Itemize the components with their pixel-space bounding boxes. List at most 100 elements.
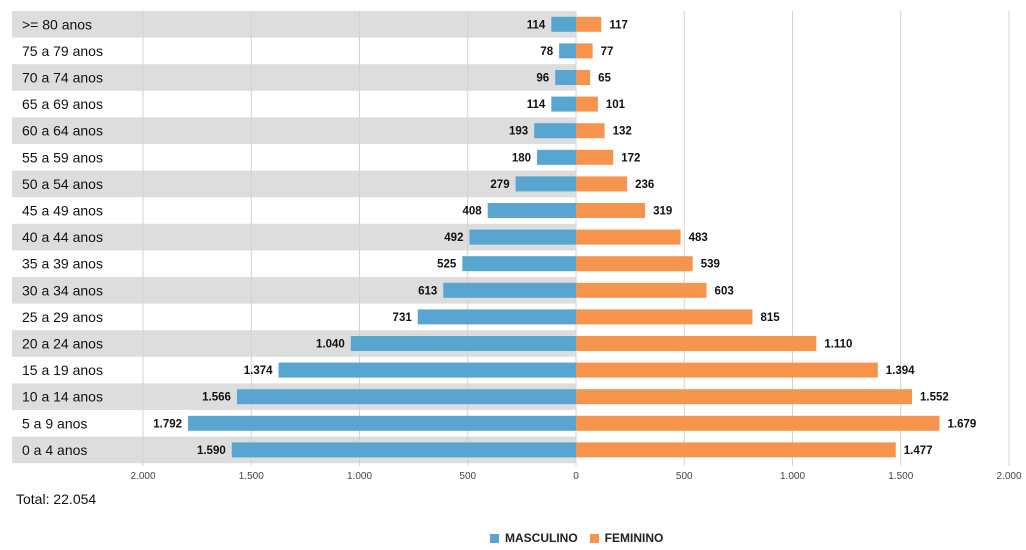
- x-tick-label: 2.000: [996, 471, 1021, 482]
- x-tick-label: 2.000: [130, 471, 155, 482]
- bar-feminino: [576, 362, 878, 378]
- data-label-feminino: 1.552: [920, 392, 949, 404]
- category-label: 50 a 54 anos: [22, 176, 103, 192]
- category-label: 60 a 64 anos: [22, 123, 103, 139]
- legend-label-feminino: FEMININO: [604, 531, 664, 545]
- data-label-masculino: 114: [527, 99, 546, 111]
- category-label: 20 a 24 anos: [22, 336, 103, 352]
- data-label-feminino: 815: [760, 312, 780, 324]
- category-label: 30 a 34 anos: [22, 282, 103, 298]
- data-label-masculino: 193: [509, 126, 528, 138]
- category-label: 45 a 49 anos: [22, 203, 103, 219]
- x-tick-label: 500: [459, 471, 476, 482]
- data-label-feminino: 539: [701, 259, 720, 271]
- bar-masculino: [350, 336, 576, 351]
- bar-masculino: [278, 362, 576, 378]
- x-tick-label: 0: [573, 471, 579, 482]
- bar-masculino: [537, 149, 576, 165]
- data-label-masculino: 1.374: [244, 365, 273, 377]
- bar-masculino: [236, 389, 576, 405]
- bar-feminino: [576, 336, 817, 351]
- bar-masculino: [417, 309, 576, 325]
- data-label-feminino: 483: [689, 232, 708, 244]
- legend: MASCULINO FEMININO: [490, 531, 675, 545]
- x-tick-label: 1.500: [239, 471, 264, 482]
- data-label-feminino: 1.110: [824, 339, 852, 351]
- row-band: [12, 11, 576, 38]
- legend-label-masculino: MASCULINO: [505, 531, 578, 545]
- data-label-feminino: 172: [621, 152, 640, 164]
- bar-feminino: [576, 96, 598, 112]
- bar-feminino: [576, 176, 628, 192]
- data-label-feminino: 1.679: [948, 418, 977, 430]
- data-label-masculino: 1.590: [197, 445, 226, 457]
- data-label-masculino: 96: [536, 73, 549, 85]
- bar-feminino: [576, 229, 681, 245]
- legend-item-masculino: MASCULINO: [490, 531, 578, 545]
- legend-swatch-masculino: [490, 533, 499, 543]
- bar-masculino: [551, 16, 576, 32]
- category-label: 15 a 19 anos: [22, 362, 103, 378]
- x-tick-label: 1.000: [347, 471, 372, 482]
- data-label-feminino: 65: [598, 73, 611, 85]
- data-label-masculino: 1.792: [153, 418, 182, 430]
- bar-feminino: [576, 16, 602, 32]
- x-tick-label: 1.000: [780, 471, 805, 482]
- bar-masculino: [551, 96, 576, 112]
- category-label: 55 a 59 anos: [22, 149, 103, 165]
- bar-feminino: [576, 282, 707, 298]
- data-label-feminino: 1.477: [904, 445, 933, 457]
- bar-feminino: [576, 442, 896, 458]
- category-label: 0 a 4 anos: [22, 442, 87, 458]
- data-label-masculino: 408: [462, 206, 482, 218]
- data-label-feminino: 236: [635, 179, 654, 191]
- bar-feminino: [576, 203, 646, 218]
- bar-masculino: [188, 415, 577, 431]
- data-label-masculino: 114: [527, 19, 546, 31]
- data-label-feminino: 101: [606, 99, 626, 111]
- data-label-feminino: 77: [601, 46, 614, 58]
- category-label: 40 a 44 anos: [22, 229, 103, 245]
- legend-swatch-feminino: [589, 533, 599, 543]
- bar-masculino: [534, 123, 576, 139]
- total-label: Total: 22.054: [16, 491, 97, 507]
- data-label-feminino: 117: [609, 19, 628, 31]
- data-label-masculino: 731: [393, 312, 413, 324]
- category-label: 70 a 74 anos: [22, 70, 103, 86]
- data-label-feminino: 132: [613, 126, 632, 138]
- x-tick-label: 500: [676, 471, 693, 482]
- bar-feminino: [576, 389, 913, 405]
- data-label-masculino: 279: [490, 179, 509, 191]
- data-label-masculino: 492: [444, 232, 463, 244]
- category-label: >= 80 anos: [22, 16, 92, 32]
- category-label: 35 a 39 anos: [22, 256, 103, 272]
- row-band: [12, 64, 576, 91]
- data-label-feminino: 319: [653, 206, 672, 218]
- data-label-feminino: 603: [715, 285, 734, 297]
- x-tick-label: 1.500: [888, 471, 913, 482]
- bar-masculino: [231, 442, 576, 458]
- data-label-masculino: 180: [512, 152, 531, 164]
- row-band: [12, 170, 576, 198]
- bar-masculino: [487, 203, 576, 218]
- population-pyramid-chart: 0 a 4 anos 1.590 1.477 5 a 9 anos 1.792 1.679…: [12, 11, 1022, 482]
- category-label: 75 a 79 anos: [22, 43, 103, 59]
- data-label-feminino: 1.394: [886, 365, 915, 377]
- data-label-masculino: 78: [540, 46, 553, 58]
- row-band: [12, 117, 576, 144]
- bar-masculino: [559, 43, 576, 59]
- bar-feminino: [576, 43, 593, 59]
- bar-masculino: [515, 176, 576, 192]
- data-label-masculino: 613: [418, 285, 437, 297]
- data-label-masculino: 525: [437, 259, 457, 271]
- bar-feminino: [576, 309, 753, 325]
- category-label: 65 a 69 anos: [22, 96, 103, 112]
- bar-feminino: [576, 149, 614, 165]
- data-label-masculino: 1.566: [202, 392, 231, 404]
- bar-feminino: [576, 415, 940, 431]
- category-label: 10 a 14 anos: [22, 389, 103, 405]
- bar-feminino: [576, 123, 605, 139]
- bar-masculino: [443, 282, 576, 298]
- bar-masculino: [469, 229, 576, 245]
- bar-feminino: [576, 256, 693, 272]
